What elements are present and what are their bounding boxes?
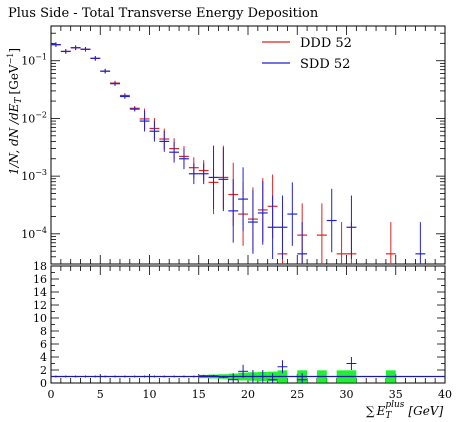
ratio-y-tick-label: 2 [40, 364, 47, 377]
legend: DDD 52 SDD 52 [262, 36, 352, 72]
y-axis-label-unit: [GeV [7, 64, 21, 94]
x-tick-label: 35 [389, 388, 403, 401]
top-panel: 10−110−210−310−4 [21, 25, 446, 265]
y-axis-label: 1/N, dN /dET [GeV−1] [6, 48, 24, 175]
x-axis-label-sub: T [385, 411, 392, 421]
ratio-y-tick-label: 16 [33, 273, 47, 286]
top-y-tick-exp: −2 [35, 110, 47, 119]
x-axis-label-sup: plus [385, 400, 404, 410]
top-y-tick-label: 10−1 [21, 53, 47, 68]
top-y-tick-base: 10 [21, 170, 35, 183]
x-tick-label: 30 [340, 388, 354, 401]
top-y-tick-label: 10−4 [21, 226, 47, 241]
y-axis-label-unit-close: ] [7, 48, 21, 53]
x-axis-label-main: E [376, 404, 386, 418]
x-axis-label: ∑ ETplus [GeV] [366, 400, 443, 421]
top-y-tick-exp: −3 [35, 168, 47, 177]
ratio-y-tick-label: 10 [33, 312, 47, 325]
top-y-tick-base: 10 [21, 228, 35, 241]
top-y-tick-exp: −4 [35, 226, 47, 235]
top-y-tick-exp: −1 [35, 53, 47, 62]
x-tick-label: 10 [143, 388, 157, 401]
ratio-y-tick-label: 4 [40, 351, 47, 364]
y-axis-label-main: 1/N, dN /dE [7, 103, 21, 175]
y-axis-label-unit-sup: −1 [6, 53, 15, 65]
series-sdd [51, 42, 426, 264]
x-axis-label-unit: [GeV] [408, 404, 443, 418]
x-tick-label: 5 [97, 388, 104, 401]
legend-label-1: SDD 52 [300, 57, 350, 72]
chart-title: Plus Side - Total Transverse Energy Depo… [8, 6, 319, 21]
x-tick-label: 0 [48, 388, 55, 401]
x-tick-label: 25 [290, 388, 304, 401]
x-tick-label: 20 [241, 388, 255, 401]
ratio-y-tick-label: 8 [40, 325, 47, 338]
ratio-y-tick-label: 6 [40, 338, 47, 351]
ratio-panel-frame [50, 265, 446, 384]
top-panel-frame [50, 25, 446, 265]
x-axis-label-prefix: ∑ [366, 404, 375, 418]
ratio-y-tick-label: 18 [33, 260, 47, 273]
top-y-tick-base: 10 [21, 55, 35, 68]
top-y-tick-label: 10−3 [21, 168, 47, 183]
ratio-y-tick-label: 14 [33, 286, 47, 299]
x-tick-label: 15 [192, 388, 206, 401]
ratio-y-tick-label: 12 [33, 299, 47, 312]
y-axis-label-sub: T [14, 96, 24, 103]
x-tick-label: 40 [438, 388, 452, 401]
top-y-tick-label: 10−2 [21, 110, 47, 125]
top-y-tick-base: 10 [21, 112, 35, 125]
legend-label-0: DDD 52 [300, 36, 352, 51]
ratio-y-tick-label: 0 [40, 377, 47, 390]
